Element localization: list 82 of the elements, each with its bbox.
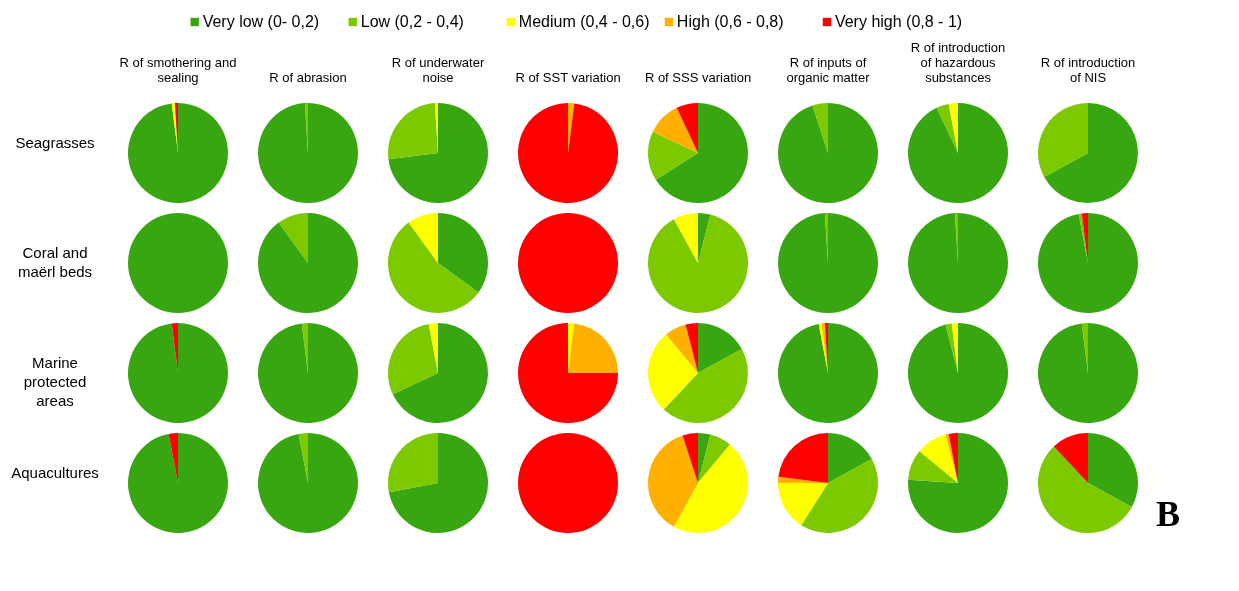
pie-slice <box>388 433 488 533</box>
legend-label: High (0,6 - 0,8) <box>676 13 784 30</box>
pie-slice <box>648 214 748 313</box>
pie-slice <box>663 348 748 423</box>
text: Seagrasses <box>15 134 95 151</box>
pie-slice <box>518 103 618 203</box>
pie-slice <box>698 323 742 373</box>
pie-slice <box>392 323 488 423</box>
pie-slice <box>258 213 358 313</box>
pie-slice <box>648 334 698 410</box>
chart-title: R of underwater noise <box>391 55 485 85</box>
pie-slice <box>673 444 748 533</box>
pie-slice <box>258 433 358 533</box>
pie-slice <box>919 434 958 483</box>
chart-title: R of abrasion <box>269 70 347 85</box>
pie-slice <box>1038 103 1088 178</box>
pie-slice <box>676 103 698 153</box>
legend-label: Low (0,2 - 0,4) <box>360 13 464 30</box>
pie-slice <box>936 103 958 153</box>
chart-title: R of SSS variation <box>644 70 752 85</box>
pie-slice <box>388 222 479 313</box>
pie-slice <box>698 433 711 483</box>
pie-slice <box>168 433 178 483</box>
pie-slice <box>698 434 730 483</box>
legend-label: Very high (0,8 - 1) <box>834 13 963 30</box>
pie-slice <box>1053 433 1088 483</box>
pie-slice <box>258 323 358 423</box>
pie-slice <box>1044 103 1138 203</box>
pie-slice <box>568 323 618 373</box>
pie-slice <box>258 103 358 203</box>
pie-slice <box>388 103 438 160</box>
pie-slice <box>801 458 878 533</box>
pie-slice <box>388 433 438 493</box>
pie-slice <box>778 103 878 203</box>
pie-slice <box>908 103 1008 203</box>
pie-slice <box>1088 433 1138 508</box>
pie-slice <box>388 323 438 395</box>
pie-slice <box>698 213 711 263</box>
pie-slice <box>652 107 698 153</box>
pie-slice <box>828 433 872 483</box>
pie-slice <box>648 435 698 527</box>
text: Aquacultures <box>11 464 99 481</box>
pie-slice <box>128 323 228 423</box>
pie-slice <box>1038 446 1132 533</box>
legend-label: Medium (0,4 - 0,6) <box>518 13 650 30</box>
pie-slice <box>278 213 308 263</box>
pie-slice <box>128 103 228 203</box>
pie-slice <box>128 433 228 533</box>
legend-label: Very low (0- 0,2) <box>202 13 320 30</box>
text: B <box>1156 494 1181 534</box>
pie-slice <box>518 323 618 423</box>
chart-title: R of SST variation <box>515 70 621 85</box>
pie-slice <box>673 213 698 263</box>
pie-slice <box>908 451 958 483</box>
pie-slice <box>438 213 488 293</box>
chart-title: R of introduction of NIS <box>1040 55 1136 85</box>
pie-slice <box>298 433 308 483</box>
pie-slice <box>812 103 828 153</box>
pie-slice <box>1038 323 1138 423</box>
pie-slice <box>778 213 878 313</box>
pie-slice <box>908 213 1008 313</box>
pie-slice <box>428 323 438 373</box>
pie-slice <box>648 131 698 180</box>
pie-slice <box>1038 213 1138 313</box>
chart-title: R of inputs of organic matter <box>786 55 871 85</box>
pie-slice <box>908 433 1008 533</box>
pie-slice <box>778 433 828 483</box>
pie-slice <box>666 324 698 373</box>
pie-slice <box>655 103 748 203</box>
pie-slice <box>948 103 958 153</box>
pie-slice <box>685 323 698 373</box>
text: Marine protected areas <box>23 354 87 409</box>
pie-slice <box>778 483 828 526</box>
pie-slice <box>945 323 958 373</box>
text: R of smothering and sealing <box>119 55 237 85</box>
pie-slice <box>408 213 438 263</box>
pie-slice <box>388 103 488 203</box>
pie-slice <box>682 433 698 483</box>
pie-slice <box>778 323 878 423</box>
chart-title: R of introduction of hazardous substances <box>910 40 1006 85</box>
pie-slice <box>908 323 1008 423</box>
text: Coral and maërl beds <box>17 244 93 280</box>
